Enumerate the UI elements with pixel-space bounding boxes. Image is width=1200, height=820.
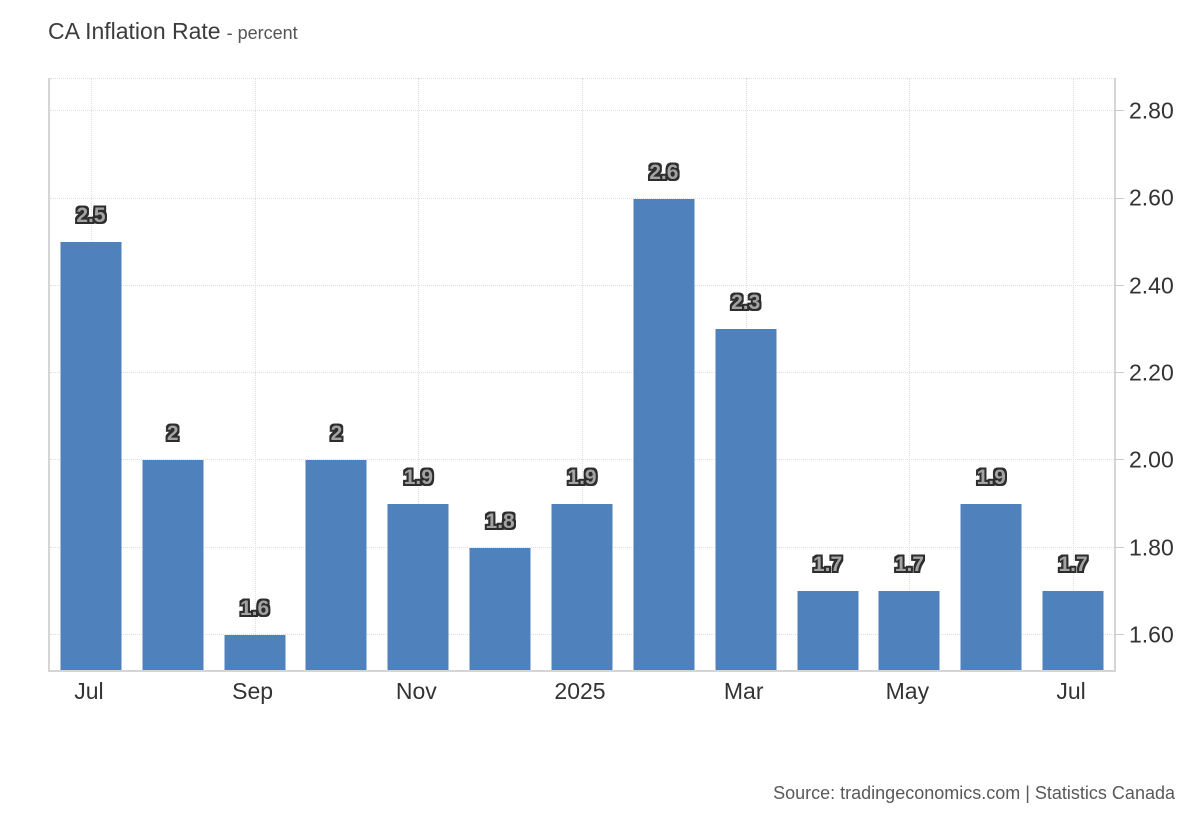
x-tick-label-Mar: Mar <box>723 678 764 704</box>
bar-value-label: 2.5 <box>76 204 106 228</box>
x-tick-label-Jul: Jul <box>74 678 104 704</box>
bar-slot-1[interactable] <box>60 242 122 670</box>
x-tick-label-2025: 2025 <box>554 678 606 704</box>
y-axis: 2.80 2.60 2.40 2.20 2.00 1.80 1.60 <box>1114 78 1200 670</box>
y-tick-mark <box>1114 197 1124 199</box>
bar-value-label: 2 <box>330 422 343 446</box>
y-tick-label: 1.60 <box>1129 621 1174 648</box>
y-tick-mark <box>1114 634 1124 636</box>
x-gridline-Jul <box>1073 78 1075 670</box>
y-tick-label: 2.00 <box>1129 446 1174 473</box>
bar-slot-12[interactable] <box>960 504 1022 670</box>
y-tick-label: 1.80 <box>1129 534 1174 561</box>
bar-value-label: 1.9 <box>567 466 597 490</box>
bar-slot-8[interactable] <box>633 198 695 670</box>
bar-value-label: 1.6 <box>240 597 270 621</box>
y-tick-mark <box>1114 284 1124 286</box>
bar-slot-10[interactable] <box>797 591 859 670</box>
y-tick-label: 2.60 <box>1129 184 1174 211</box>
bar-value-label: 1.9 <box>976 466 1006 490</box>
bar-value-label: 2.3 <box>731 291 761 315</box>
chart-title: CA Inflation Rate <box>48 18 221 44</box>
bar-slot-7[interactable] <box>551 504 613 670</box>
x-axis: Jul Sep Nov 2025 Mar May Jul <box>48 678 1112 708</box>
x-gridline-Nov <box>418 78 420 670</box>
y-tick-label: 2.80 <box>1129 97 1174 124</box>
bar-slot-9[interactable] <box>715 329 777 670</box>
bar-value-label: 1.7 <box>894 553 924 577</box>
y-tick-mark <box>1114 546 1124 548</box>
bar-value-label: 1.8 <box>485 509 515 533</box>
bar-slot-5[interactable] <box>387 504 449 670</box>
bar-slot-11[interactable] <box>878 591 940 670</box>
x-tick-label-Sep: Sep <box>232 678 274 704</box>
y-tick-mark <box>1114 372 1124 374</box>
source-attribution: Source: tradingeconomics.com | Statistic… <box>773 783 1175 803</box>
y-tick-label: 2.20 <box>1129 359 1174 386</box>
x-gridline-2025 <box>582 78 583 670</box>
y-tick-mark <box>1114 110 1124 112</box>
x-tick-label-May: May <box>885 678 930 704</box>
chart-header: CA Inflation Rate - percent <box>48 18 298 45</box>
bar-slot-4[interactable] <box>305 460 367 670</box>
bar-value-label: 2.6 <box>649 160 679 184</box>
y-tick-mark <box>1114 459 1124 461</box>
chart-subtitle: - percent <box>226 23 298 43</box>
bar-value-label: 1.9 <box>403 466 433 490</box>
x-tick-label-Nov: Nov <box>395 678 437 704</box>
bar-value-label: 1.7 <box>1058 553 1088 577</box>
bar-slot-3[interactable] <box>224 635 286 670</box>
bar-value-label: 1.7 <box>812 553 843 577</box>
bar-slot-13[interactable] <box>1042 591 1104 670</box>
x-gridline-May <box>909 78 911 670</box>
y-tick-label: 2.40 <box>1129 272 1174 299</box>
plot-area: 2.5 2 1.6 2 1.9 1.8 1.9 2.6 2.3 1.7 1.7 1.9 1.7 <box>48 78 1116 672</box>
bar-value-label: 2 <box>166 422 179 446</box>
x-gridline-Sep <box>254 78 256 670</box>
bar-slot-2[interactable] <box>142 460 204 670</box>
bar-slot-6[interactable] <box>469 547 531 670</box>
x-tick-label-Jul: Jul <box>1056 678 1086 704</box>
